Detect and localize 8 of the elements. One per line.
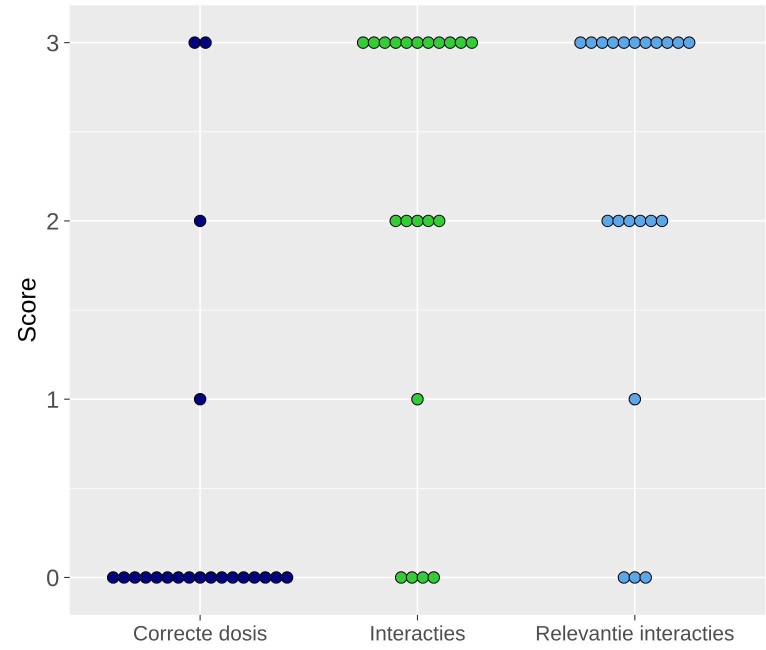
x-tick-label: Relevantie interacties [536, 625, 734, 641]
y-tick-label: 2 [47, 212, 58, 230]
x-tick-label: Interacties [371, 625, 465, 641]
y-tick-label: 1 [48, 392, 58, 408]
y-tick-label: 3 [47, 34, 58, 52]
y-axis-title: Score [18, 278, 36, 342]
y-tick-label: 0 [47, 570, 58, 586]
x-tick-label: Correcte dosis [134, 625, 267, 641]
